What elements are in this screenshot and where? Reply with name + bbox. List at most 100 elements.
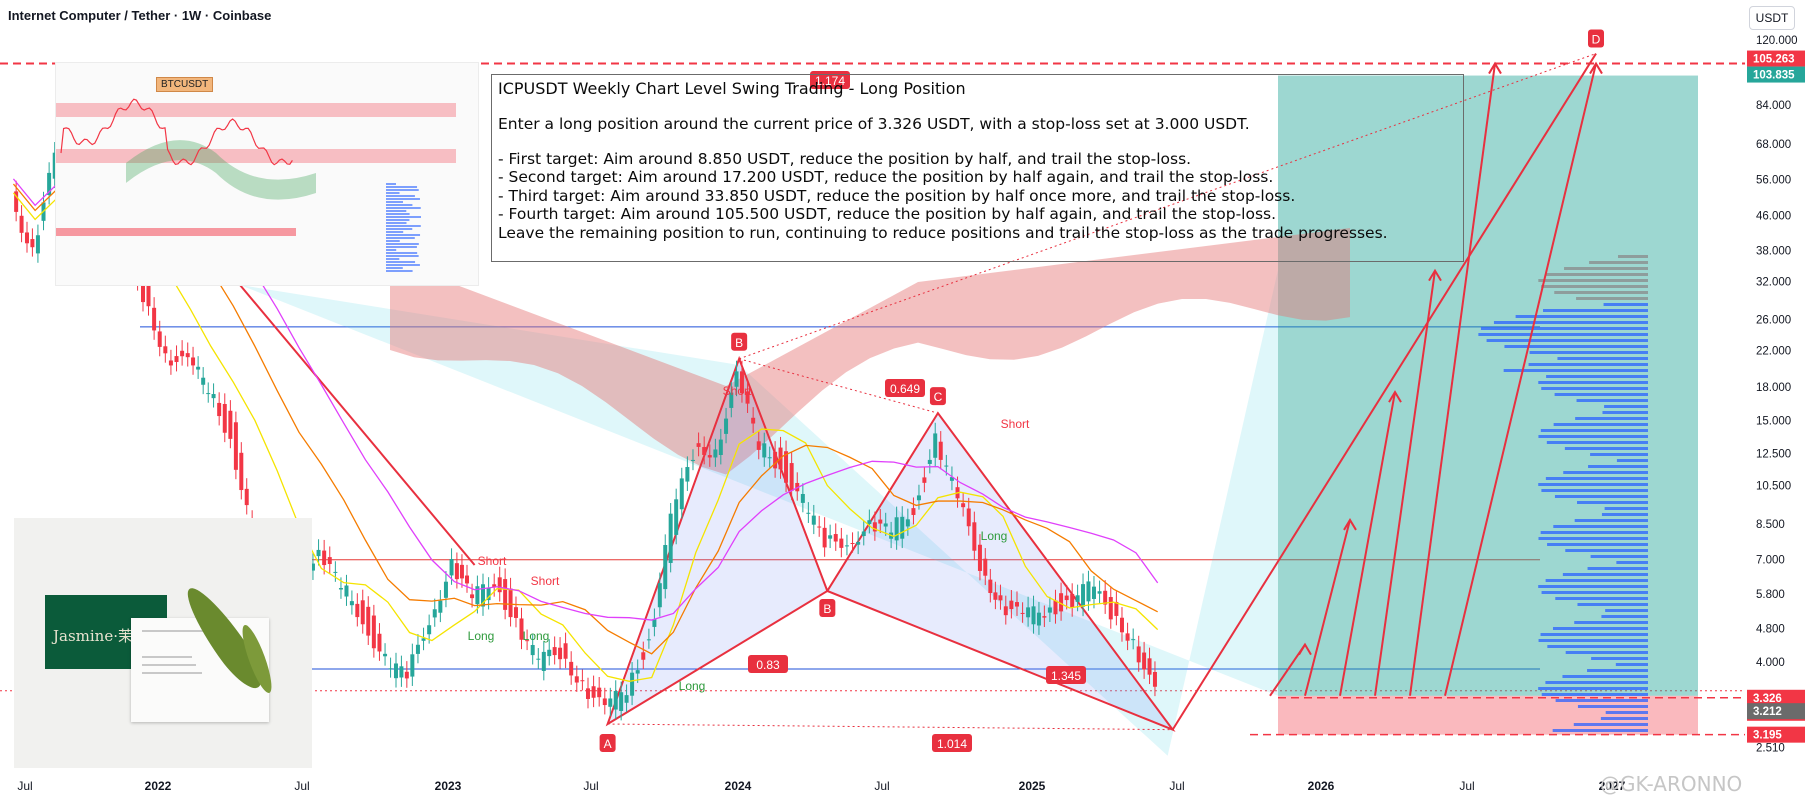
pattern-point-label: D bbox=[1592, 33, 1601, 47]
signal-label: Short bbox=[723, 384, 752, 398]
candle-body bbox=[657, 583, 662, 608]
projection-arrowhead bbox=[1298, 642, 1312, 656]
business-card-image: Jasmine·茉莉 bbox=[14, 518, 312, 768]
currency-button[interactable]: USDT bbox=[1749, 6, 1795, 30]
candle-body bbox=[563, 643, 568, 659]
candle-body bbox=[585, 688, 590, 699]
volume-profile-bar bbox=[1486, 339, 1648, 342]
volume-profile-bar bbox=[1563, 471, 1648, 474]
volume-profile-bar bbox=[1541, 387, 1648, 390]
inset-profile-bar bbox=[386, 195, 415, 197]
inset-svg bbox=[56, 98, 456, 272]
candle-body bbox=[850, 543, 855, 545]
pattern-point-label: B bbox=[735, 336, 743, 350]
volume-profile-bar bbox=[1552, 627, 1648, 630]
inset-profile-bar bbox=[386, 225, 421, 227]
candle-body bbox=[1091, 586, 1096, 599]
volume-profile-bar bbox=[1541, 591, 1648, 594]
inset-profile-bar bbox=[386, 198, 420, 200]
volume-profile-bar bbox=[1557, 357, 1648, 360]
candle-body bbox=[878, 519, 883, 524]
volume-profile-bar bbox=[1577, 705, 1648, 708]
candle-body bbox=[983, 558, 988, 576]
candle-body bbox=[966, 508, 971, 527]
candle-body bbox=[1097, 591, 1102, 594]
candle-body bbox=[597, 687, 602, 698]
volume-profile-bar bbox=[1573, 723, 1648, 726]
candle-body bbox=[481, 584, 486, 607]
projection-arrow bbox=[1339, 391, 1396, 696]
candle-body bbox=[503, 579, 508, 610]
signal-label: Short bbox=[531, 574, 560, 588]
volume-profile-bar bbox=[1538, 639, 1648, 642]
candle-body bbox=[1014, 602, 1019, 607]
candle-body bbox=[1003, 606, 1008, 616]
ratio-label: 1.014 bbox=[937, 737, 967, 751]
x-tick-label: Jul bbox=[17, 779, 32, 793]
candle-body bbox=[608, 698, 613, 707]
projection-arrow bbox=[1304, 519, 1351, 697]
ratio-badge bbox=[748, 655, 788, 673]
ratio-badge bbox=[885, 379, 925, 397]
signal-label: Long bbox=[981, 529, 1008, 543]
candle-body bbox=[492, 584, 497, 588]
candle-body bbox=[470, 594, 475, 599]
card-line bbox=[142, 664, 196, 666]
volume-profile-bar bbox=[1547, 645, 1648, 648]
volume-profile-bar bbox=[1538, 381, 1648, 384]
inset-profile-bar bbox=[386, 246, 417, 248]
candle-body bbox=[668, 513, 673, 563]
inset-profile-bar bbox=[386, 228, 413, 230]
candle-body bbox=[338, 588, 343, 590]
volume-profile-bar bbox=[1529, 351, 1648, 354]
ratio-label: 0.83 bbox=[756, 658, 780, 672]
inset-profile-bar bbox=[386, 222, 407, 224]
volume-profile-bar bbox=[1600, 717, 1648, 720]
trade-plan-annotation[interactable]: ICPUSDT Weekly Chart Level Swing Trading… bbox=[491, 74, 1464, 262]
volume-profile-bar bbox=[1540, 633, 1648, 636]
candle-body bbox=[828, 535, 833, 539]
candle-body bbox=[724, 418, 729, 434]
x-tick-label: 2024 bbox=[725, 779, 752, 793]
projection-arrowhead bbox=[1428, 268, 1442, 282]
volume-profile-bar bbox=[1604, 507, 1648, 510]
pattern-leg-cd bbox=[825, 411, 1176, 732]
candle-body bbox=[811, 515, 816, 525]
price-scale-label: 105.263 bbox=[1753, 54, 1795, 66]
volume-profile-bar bbox=[1587, 669, 1648, 672]
y-tick-label: 68.000 bbox=[1756, 139, 1791, 151]
volume-profile-bar bbox=[1538, 585, 1648, 588]
candle-body bbox=[789, 463, 794, 491]
candle-body bbox=[383, 653, 388, 657]
candle-body bbox=[767, 457, 772, 459]
trend-line bbox=[239, 284, 476, 566]
volume-profile-bar bbox=[1553, 423, 1648, 426]
candle-body bbox=[713, 449, 718, 458]
candle-body bbox=[663, 545, 668, 590]
x-tick-label: Jul bbox=[583, 779, 598, 793]
candle-body bbox=[580, 680, 585, 682]
candle-body bbox=[1119, 617, 1124, 633]
candle-body bbox=[185, 353, 190, 358]
volume-profile-bar bbox=[1577, 501, 1648, 504]
volume-profile-bar bbox=[1540, 429, 1648, 432]
candle-body bbox=[459, 564, 464, 579]
volume-profile-bar bbox=[1554, 393, 1648, 396]
price-scale-badge bbox=[1747, 689, 1805, 706]
btc-inset-chart: BTCUSDT bbox=[55, 62, 479, 286]
signal-label: Long bbox=[523, 629, 550, 643]
inset-profile-bar bbox=[386, 258, 400, 260]
volume-profile-bar bbox=[1603, 303, 1648, 306]
candle-body bbox=[641, 652, 646, 660]
candle-body bbox=[404, 671, 409, 679]
volume-profile-bar bbox=[1616, 459, 1648, 462]
candle-body bbox=[844, 545, 849, 547]
candle-body bbox=[679, 478, 684, 510]
projection-arrow bbox=[1409, 63, 1496, 696]
candle-body bbox=[685, 467, 690, 482]
card-line bbox=[142, 656, 192, 658]
candle-body bbox=[355, 603, 360, 618]
candle-body bbox=[393, 663, 398, 679]
